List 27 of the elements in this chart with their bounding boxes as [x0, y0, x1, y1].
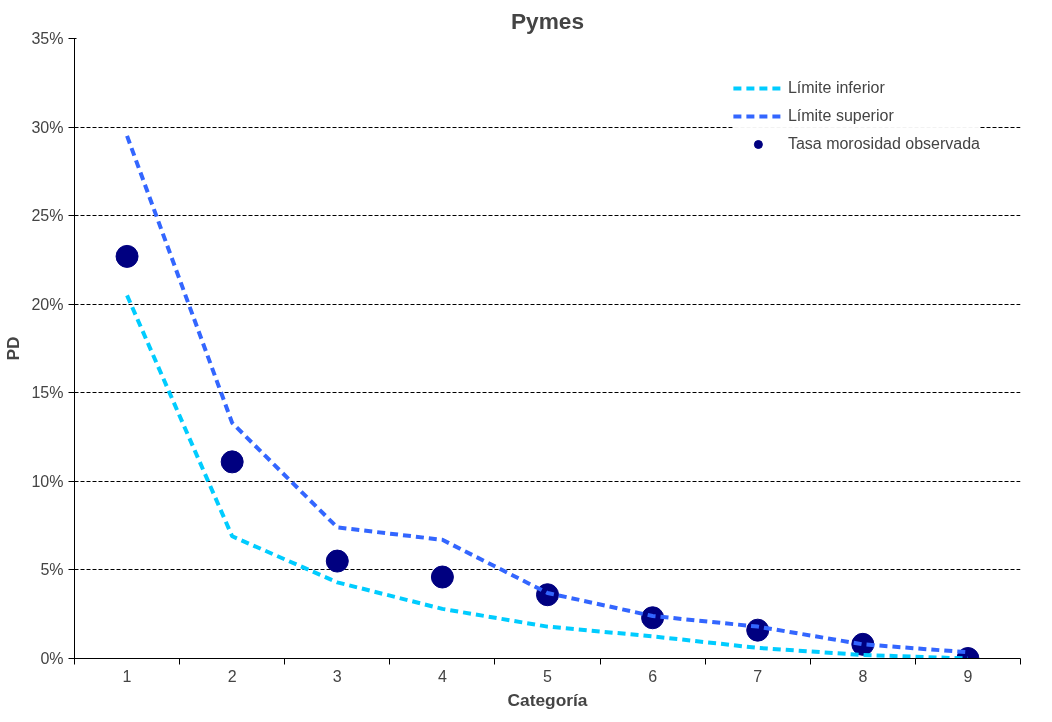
- legend-label: Límite superior: [787, 107, 894, 125]
- x-tick-label: 2: [227, 667, 237, 685]
- y-tick-label: 35%: [31, 30, 64, 47]
- x-tick-label: 6: [648, 667, 658, 685]
- x-tick-label: 9: [963, 667, 973, 685]
- point: [115, 244, 139, 268]
- x-tick-label: 4: [437, 667, 447, 685]
- y-axis-title: PD: [3, 336, 24, 361]
- x-tick-label: 3: [332, 667, 342, 685]
- point: [220, 450, 244, 474]
- x-tick-label: 7: [753, 667, 763, 685]
- y-tick-label: 5%: [40, 561, 64, 579]
- x-tick-label: 8: [858, 667, 868, 685]
- legend-label: Límite inferior: [787, 79, 885, 97]
- x-tick-label: 5: [543, 667, 553, 685]
- point: [430, 565, 454, 589]
- y-tick-label: 10%: [31, 472, 64, 490]
- y-tick-label: 0%: [40, 650, 64, 667]
- legend-label: Tasa morosidad observada: [787, 135, 980, 153]
- y-tick-label: 20%: [31, 295, 64, 313]
- x-axis-title: Categoría: [507, 689, 588, 710]
- chart-title: Pymes: [510, 7, 585, 34]
- point: [325, 549, 349, 573]
- x-tick-label: 1: [122, 667, 132, 685]
- y-tick-label: 15%: [31, 384, 64, 402]
- y-tick-label: 30%: [31, 118, 64, 136]
- y-tick-label: 25%: [31, 207, 64, 225]
